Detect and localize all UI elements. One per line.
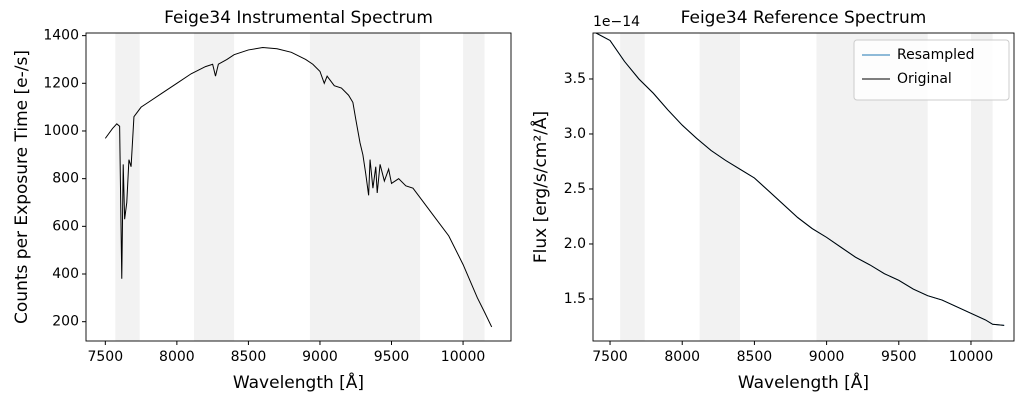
x-tick-label: 10000 — [441, 349, 486, 365]
data-line — [595, 33, 1005, 326]
shaded-region — [699, 33, 740, 341]
chart-title: Feige34 Instrumental Spectrum — [164, 8, 433, 28]
legend-label: Resampled — [897, 47, 975, 63]
shaded-region — [309, 33, 421, 341]
shaded-region — [970, 33, 993, 341]
x-tick-label: 9500 — [374, 349, 410, 365]
chart-title: Feige34 Reference Spectrum — [681, 8, 927, 28]
x-tick-label: 8000 — [159, 349, 195, 365]
shaded-region — [620, 33, 645, 341]
y-tick-label: 600 — [52, 218, 79, 234]
x-axis-label: Wavelength [Å] — [233, 371, 364, 393]
y-axis-label: Counts per Exposure Time [e-/s] — [12, 50, 32, 324]
x-tick-label: 9000 — [302, 349, 338, 365]
y-tick-label: 3.5 — [564, 71, 586, 87]
y-tick-label: 1000 — [43, 123, 79, 139]
x-tick-label: 9500 — [881, 349, 917, 365]
x-tick-label: 9000 — [809, 349, 845, 365]
y-tick-label: 1.5 — [564, 291, 586, 307]
y-tick-label: 200 — [52, 314, 79, 330]
shaded-region — [463, 33, 485, 341]
y-tick-label: 400 — [52, 266, 79, 282]
y-tick-label: 2.5 — [564, 181, 586, 197]
x-axis-label: Wavelength [Å] — [738, 371, 869, 393]
y-tick-label: 3.0 — [564, 126, 586, 142]
legend-box — [853, 39, 1010, 101]
axes-frame — [592, 32, 1015, 342]
y-tick-label: 2.0 — [564, 236, 586, 252]
y-tick-label: 800 — [52, 171, 79, 187]
y-tick-label: 1400 — [43, 28, 79, 44]
x-tick-label: 8500 — [231, 349, 267, 365]
y-axis-label: Flux [erg/s/cm²/Å] — [529, 111, 551, 263]
axes-frame — [85, 32, 512, 342]
y-tick-label: 1200 — [43, 75, 79, 91]
x-tick-label: 8500 — [737, 349, 773, 365]
data-line — [104, 47, 493, 328]
x-tick-label: 8000 — [664, 349, 700, 365]
x-tick-label: 10000 — [949, 349, 994, 365]
x-tick-label: 7500 — [87, 349, 123, 365]
x-tick-label: 7500 — [592, 349, 628, 365]
offset-label: 1e−14 — [593, 14, 640, 30]
legend-label: Original — [897, 71, 952, 87]
shaded-region — [194, 33, 235, 341]
